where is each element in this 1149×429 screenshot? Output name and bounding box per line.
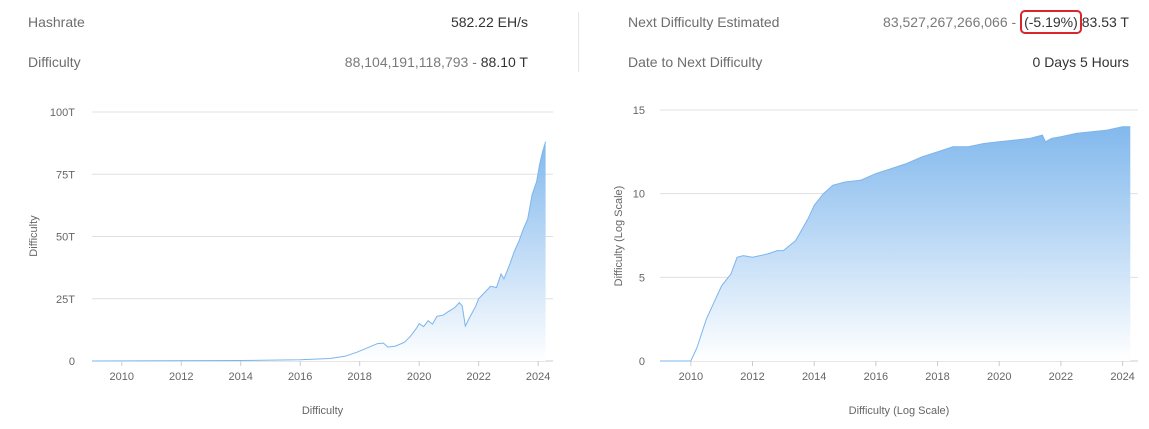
y-tick-label: 5 [639,272,645,284]
next-difficulty-change: (-5.19%) [1020,10,1082,34]
y-tick-label: 0 [639,356,645,368]
difficulty-separator: - [468,54,481,70]
x-tick-label: 2022 [466,371,490,383]
hashrate-row: Hashrate 582.22 EH/s [0,10,560,34]
next-difficulty-row: Next Difficulty Estimated 83,527,267,266… [600,10,1149,34]
y-axis-title: Difficulty (Log Scale) [613,186,625,287]
next-difficulty-label: Next Difficulty Estimated [628,14,780,30]
y-tick-label: 0 [69,356,75,368]
series-line [660,126,1131,362]
x-tick-label: 2024 [526,371,550,383]
difficulty-value-group: 88,104,191,118,793 - 88.10 T [345,50,528,74]
x-tick-label: 2010 [679,371,703,383]
x-tick-label: 2018 [347,371,371,383]
next-difficulty-value: 83,527,267,266,066 [883,14,1008,30]
difficulty-chart: 0 25T 50T 75T 100T 2010 2012 2014 2016 2018 2020 20… [28,107,553,417]
stats-divider [578,12,579,72]
x-tick-label: 2020 [407,371,431,383]
next-date-value: 0 Days 5 Hours [1032,54,1129,70]
next-difficulty-short: 83.53 T [1081,14,1129,30]
next-difficulty-separator: - [1007,14,1021,30]
x-axis-title: Difficulty [302,405,344,417]
x-tick-label: 2020 [987,371,1011,383]
difficulty-value: 88,104,191,118,793 [344,54,469,70]
next-date-row: Date to Next Difficulty 0 Days 5 Hours [600,50,1149,74]
difficulty-short: 88.10 T [480,54,528,70]
x-tick-label: 2012 [740,371,764,383]
series-area [660,126,1131,361]
difficulty-log-chart: 0 5 10 15 2010 2012 2014 2016 2018 2020 2022 2024 Di… [613,105,1138,417]
y-tick-label: 50T [56,232,75,244]
stats-panel-left: Hashrate 582.22 EH/s Difficulty 88,104,1… [0,0,560,90]
y-tick-label: 10 [633,189,645,201]
x-tick-label: 2016 [288,371,312,383]
difficulty-row: Difficulty 88,104,191,118,793 - 88.10 T [0,50,560,74]
difficulty-label: Difficulty [28,54,81,70]
x-tick-label: 2016 [864,371,888,383]
x-tick-label: 2024 [1110,371,1134,383]
x-axis-title: Difficulty (Log Scale) [849,405,950,417]
y-tick-label: 15 [633,105,645,117]
stats-panel-right: Next Difficulty Estimated 83,527,267,266… [600,0,1149,90]
x-tick-label: 2014 [802,371,826,383]
x-tick-label: 2018 [925,371,949,383]
next-difficulty-value-group: 83,527,267,266,066 - (-5.19%) 83.53 T [883,10,1129,34]
hashrate-value: 582.22 EH/s [450,14,528,30]
x-tick-label: 2022 [1049,371,1073,383]
y-tick-label: 75T [56,169,75,181]
x-tick-label: 2010 [109,371,133,383]
hashrate-label: Hashrate [28,14,85,30]
series-line [91,141,547,362]
x-tick-label: 2014 [228,371,252,383]
series-area [92,141,546,361]
y-tick-label: 25T [56,294,75,306]
y-axis-title: Difficulty [28,215,40,257]
next-date-label: Date to Next Difficulty [628,54,763,70]
y-tick-label: 100T [50,107,75,119]
x-tick-label: 2012 [169,371,193,383]
